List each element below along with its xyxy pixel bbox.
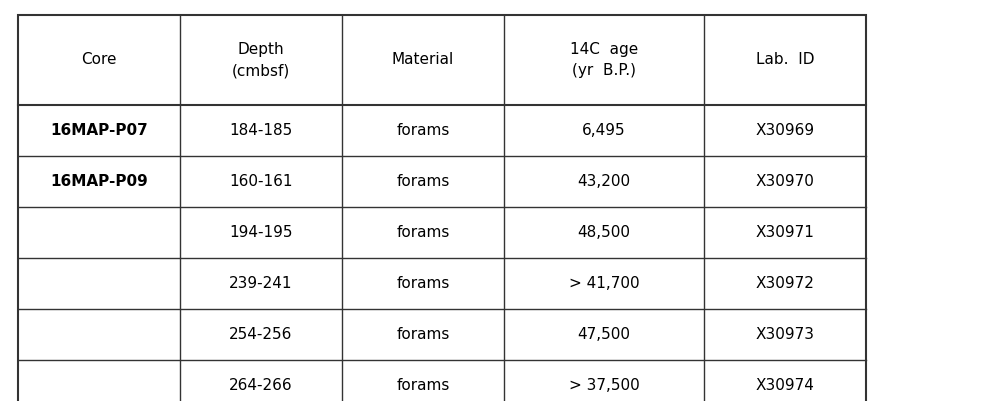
Text: X30972: X30972	[754, 276, 814, 291]
Text: 47,500: 47,500	[577, 327, 630, 342]
Text: 254-256: 254-256	[229, 327, 292, 342]
Text: X30971: X30971	[754, 225, 814, 240]
Text: > 37,500: > 37,500	[568, 378, 639, 393]
Text: 6,495: 6,495	[581, 123, 625, 138]
Text: X30974: X30974	[754, 378, 814, 393]
Text: forams: forams	[396, 174, 449, 189]
Text: 194-195: 194-195	[229, 225, 292, 240]
Text: Lab.  ID: Lab. ID	[755, 53, 813, 67]
Text: forams: forams	[396, 276, 449, 291]
Text: X30969: X30969	[754, 123, 814, 138]
Text: 16MAP-P07: 16MAP-P07	[50, 123, 148, 138]
Text: forams: forams	[396, 327, 449, 342]
Text: Depth
(cmbsf): Depth (cmbsf)	[232, 42, 290, 78]
Bar	[18, 15, 865, 401]
Text: forams: forams	[396, 378, 449, 393]
Text: 239-241: 239-241	[229, 276, 292, 291]
Text: 14C  age
(yr  B.P.): 14C age (yr B.P.)	[570, 42, 637, 78]
Text: 43,200: 43,200	[577, 174, 630, 189]
Text: > 41,700: > 41,700	[569, 276, 639, 291]
Text: X30970: X30970	[754, 174, 814, 189]
Text: 48,500: 48,500	[577, 225, 630, 240]
Text: Core: Core	[82, 53, 116, 67]
Text: 184-185: 184-185	[230, 123, 292, 138]
Text: 160-161: 160-161	[229, 174, 292, 189]
Text: X30973: X30973	[754, 327, 814, 342]
Text: 16MAP-P09: 16MAP-P09	[50, 174, 148, 189]
Text: Material: Material	[392, 53, 453, 67]
Text: 264-266: 264-266	[229, 378, 292, 393]
Text: forams: forams	[396, 225, 449, 240]
Text: forams: forams	[396, 123, 449, 138]
